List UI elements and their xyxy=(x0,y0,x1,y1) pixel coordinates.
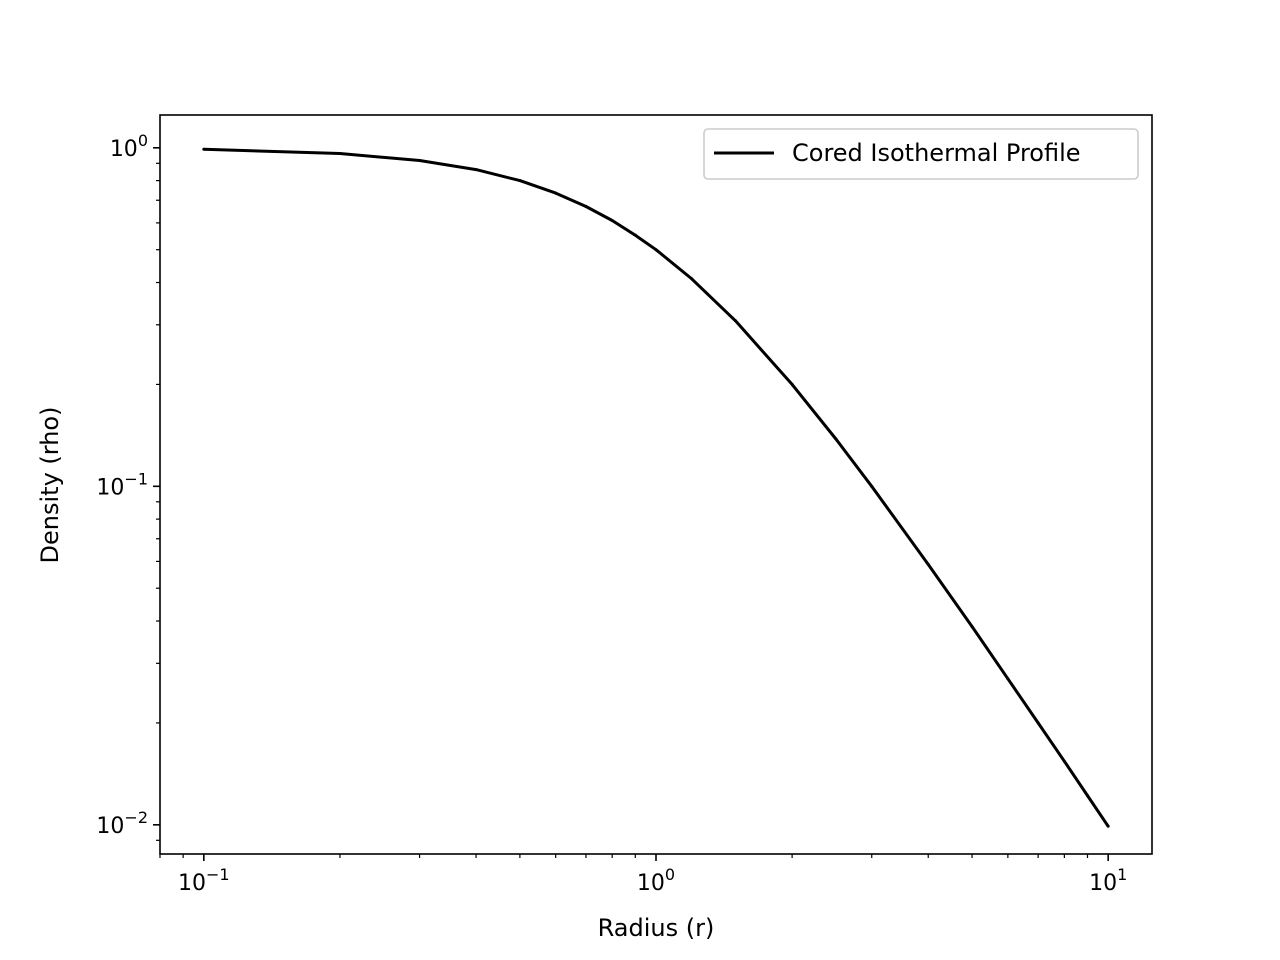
x-tick-label: 10−1 xyxy=(178,865,230,896)
x-tick-label: 100 xyxy=(637,865,675,896)
x-axis-label: Radius (r) xyxy=(598,914,715,942)
data-point xyxy=(1085,794,1089,798)
data-point xyxy=(1106,824,1110,828)
data-point xyxy=(202,147,206,151)
plot-area xyxy=(202,147,1110,828)
data-point xyxy=(518,179,522,183)
data-point xyxy=(610,218,614,222)
y-tick-label: 100 xyxy=(110,131,148,162)
legend-box xyxy=(703,128,1139,180)
data-point xyxy=(338,152,342,156)
data-point xyxy=(654,248,658,252)
data-point xyxy=(970,625,974,629)
y-axis: 10−2 10−1 100 xyxy=(96,131,160,841)
legend-label: Cored Isothermal Profile xyxy=(792,139,1081,167)
data-point xyxy=(418,159,422,163)
x-tick-label: 101 xyxy=(1089,865,1127,896)
data-point xyxy=(1062,759,1066,763)
data-point xyxy=(474,168,478,172)
series-line xyxy=(203,147,1110,828)
legend: Cored Isothermal Profile xyxy=(703,128,1139,180)
data-point xyxy=(584,204,588,208)
data-point xyxy=(790,382,794,386)
y-axis-label: Density (rho) xyxy=(36,407,64,564)
y-tick-label: 10−1 xyxy=(96,469,148,500)
data-point xyxy=(1036,721,1040,725)
data-point xyxy=(870,484,874,488)
data-point xyxy=(926,562,930,566)
x-axis: 10−1 100 101 xyxy=(159,854,1127,896)
y-tick-label: 10−2 xyxy=(96,808,148,839)
data-point xyxy=(633,233,637,237)
data-point xyxy=(554,191,558,195)
data-point xyxy=(734,319,738,323)
data-point xyxy=(834,437,838,441)
data-point xyxy=(1006,677,1010,681)
data-point xyxy=(690,277,694,281)
